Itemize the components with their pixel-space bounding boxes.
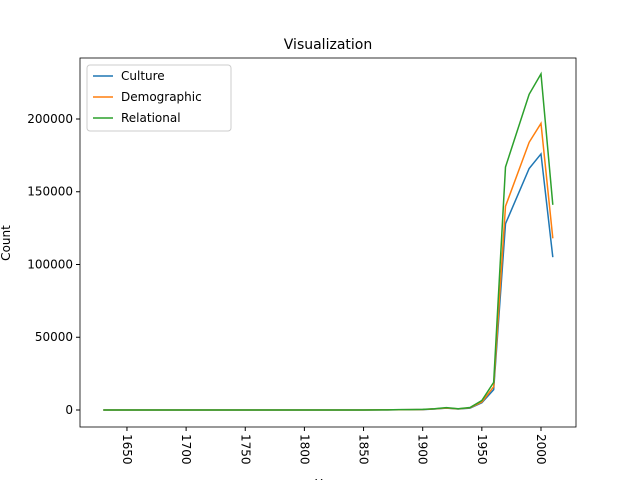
line <box>103 71 554 411</box>
y-tick-label: 150000 <box>27 185 73 199</box>
x-tick-label: 1800 <box>297 434 311 465</box>
x-tick-label: 1650 <box>120 434 134 465</box>
chart-title: Visualization <box>284 37 372 53</box>
legend-box <box>86 64 232 132</box>
y-tick-label: 200000 <box>27 112 73 126</box>
x-tick-label: 1750 <box>238 434 252 465</box>
y-axis-label: Count <box>0 225 13 261</box>
plot-frame <box>79 57 577 428</box>
x-tick-label: 1850 <box>357 434 371 465</box>
y-tick-label: 50000 <box>35 330 73 344</box>
y-tick-label: 100000 <box>27 257 73 271</box>
legend-label: Demographic <box>121 90 202 104</box>
legend-label: Relational <box>121 111 181 125</box>
x-tick-label: 1700 <box>179 434 193 465</box>
legend-label: Culture <box>121 69 165 83</box>
y-tick-label: 0 <box>65 403 73 417</box>
x-tick-label: 1900 <box>416 434 430 465</box>
x-tick-label: 2000 <box>534 434 548 465</box>
x-tick-label: 1950 <box>475 434 489 465</box>
